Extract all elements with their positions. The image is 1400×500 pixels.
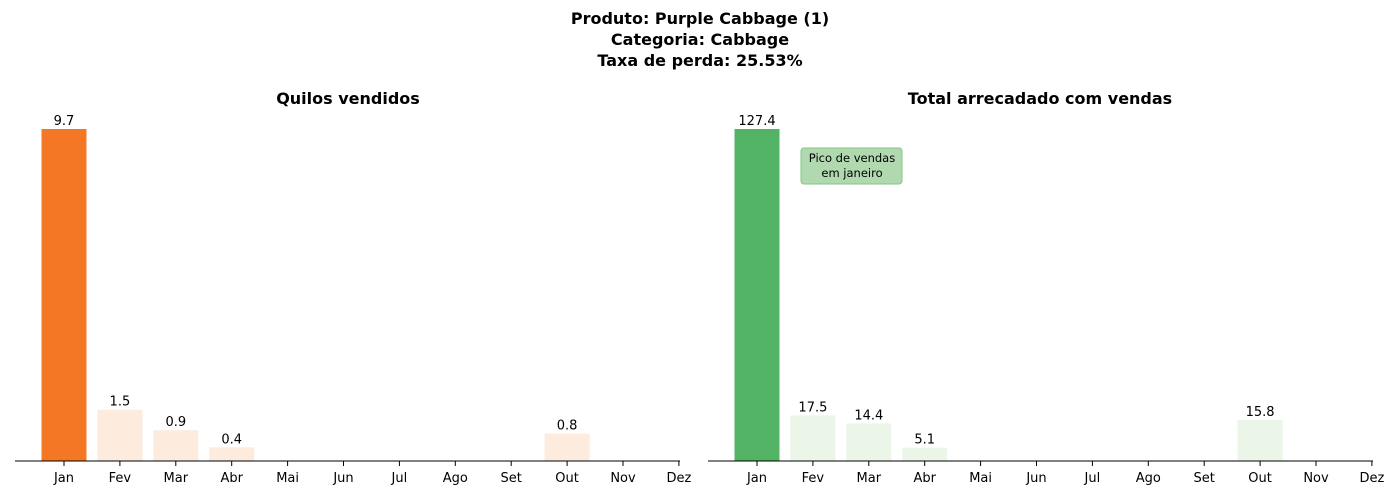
x-tick-label: Dez [666, 471, 691, 486]
chart-title: Quilos vendidos [276, 89, 420, 108]
x-tick-label: Fev [802, 471, 825, 486]
data-label-fev: 17.5 [798, 400, 827, 415]
x-tick-label: Jan [746, 471, 767, 486]
chart-quilos-vendidos: Quilos vendidos 9.7 1.5 0.9 0.4 0.8 Jan Fev Ma… [15, 89, 691, 486]
chart-title: Total arrecadado com vendas [908, 89, 1172, 108]
data-label-mar: 14.4 [854, 408, 883, 423]
annotation-line-1: Pico de vendas [809, 151, 895, 165]
bar-out [544, 433, 590, 461]
bar-fev [790, 415, 836, 461]
bar-jan [734, 129, 780, 461]
bar-abr [209, 447, 255, 461]
x-tick-label: Jul [391, 471, 408, 486]
x-tick-label: Mai [969, 471, 992, 486]
chart-total-arrecadado: Total arrecadado com vendas 127.4 17.5 14.… [708, 89, 1384, 486]
x-tick-label: Mar [164, 471, 189, 486]
data-label-abr: 0.4 [221, 432, 242, 447]
figure-title-line-1: Produto: Purple Cabbage (1) [571, 9, 829, 28]
x-tick-label: Mar [857, 471, 882, 486]
data-label-group: 127.4 17.5 14.4 5.1 15.8 [738, 114, 1274, 448]
x-tick-label: Out [555, 471, 579, 486]
bar-jan [41, 129, 87, 461]
x-tick-label: Jun [1025, 471, 1046, 486]
data-label-abr: 5.1 [914, 433, 935, 448]
x-tick-label: Jun [332, 471, 353, 486]
bar-mar [153, 430, 199, 461]
annotation: Pico de vendas em janeiro [800, 147, 903, 185]
annotation-line-2: em janeiro [821, 166, 882, 180]
bar-group [41, 129, 590, 461]
data-label-fev: 1.5 [110, 395, 131, 410]
data-label-jan: 9.7 [54, 114, 75, 129]
bar-mar [846, 423, 892, 461]
figure-title-line-2: Categoria: Cabbage [611, 30, 789, 49]
x-tick-group: Jan Fev Mar Abr Mai Jun Jul Ago Set Out Nov Dez [53, 461, 691, 486]
x-tick-label: Set [1194, 471, 1215, 486]
x-tick-label: Nov [1303, 471, 1329, 486]
x-tick-label: Dez [1359, 471, 1384, 486]
x-tick-label: Nov [610, 471, 636, 486]
data-label-out: 15.8 [1246, 405, 1275, 420]
x-tick-label: Abr [220, 471, 243, 486]
x-tick-label: Jul [1084, 471, 1101, 486]
x-tick-label: Set [501, 471, 522, 486]
x-tick-group: Jan Fev Mar Abr Mai Jun Jul Ago Set Out Nov Dez [746, 461, 1384, 486]
annotation-box [800, 147, 903, 185]
x-tick-label: Mai [276, 471, 299, 486]
data-label-group: 9.7 1.5 0.9 0.4 0.8 [54, 114, 578, 447]
x-tick-label: Jan [53, 471, 74, 486]
bar-abr [902, 447, 948, 461]
bar-group [734, 129, 1283, 461]
data-label-jan: 127.4 [738, 114, 775, 129]
x-tick-label: Abr [913, 471, 936, 486]
x-tick-label: Ago [1136, 471, 1161, 486]
x-tick-label: Ago [443, 471, 468, 486]
data-label-out: 0.8 [557, 419, 578, 434]
x-tick-label: Out [1248, 471, 1272, 486]
x-tick-label: Fev [109, 471, 132, 486]
bar-out [1237, 419, 1283, 461]
data-label-mar: 0.9 [165, 415, 186, 430]
bar-fev [97, 409, 143, 461]
figure-title-line-3: Taxa de perda: 25.53% [597, 51, 802, 70]
